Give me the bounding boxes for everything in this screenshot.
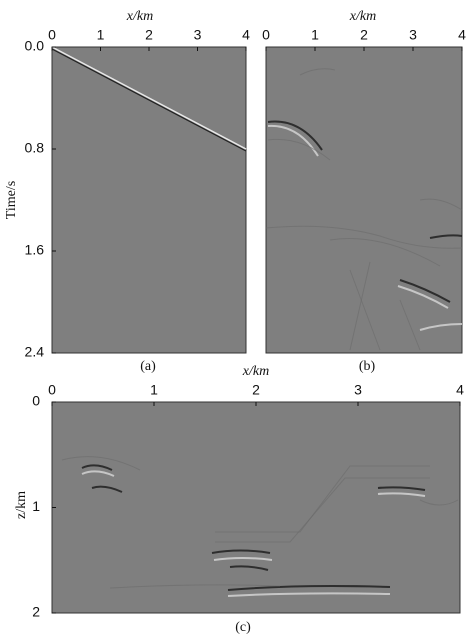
y-tick-label: 0.0 [25, 38, 45, 54]
x-tick-label: 3 [409, 27, 417, 43]
panel-label: (b) [359, 359, 376, 374]
x-tick-label: 4 [458, 27, 466, 43]
x-tick-label: 1 [150, 382, 158, 398]
x-axis-label: x/km [349, 9, 376, 24]
panel-label: (c) [235, 620, 251, 635]
y-tick-label: 2.4 [25, 344, 45, 360]
x-tick-label: 4 [456, 382, 464, 398]
panel-c-image [51, 401, 461, 614]
panel-a-image [51, 46, 247, 354]
x-tick-label: 1 [97, 27, 105, 43]
x-tick-label: 2 [360, 27, 368, 43]
x-tick-label: 1 [311, 27, 319, 43]
x-tick-label: 2 [252, 382, 260, 398]
panel-b-image [265, 46, 463, 354]
panel-label: (a) [140, 359, 156, 374]
x-axis-label: x/km [242, 364, 269, 379]
panel-c-events [61, 456, 459, 597]
y-tick-label: 0.8 [25, 140, 45, 156]
y-tick-label: 1 [32, 498, 40, 514]
y-tick-label: 0 [32, 393, 40, 409]
x-tick-label: 3 [354, 382, 362, 398]
y-tick-label: 2 [32, 604, 40, 620]
x-tick-label: 0 [262, 27, 270, 43]
y-axis-label: z/km [14, 491, 29, 519]
x-tick-label: 0 [48, 27, 56, 43]
x-tick-label: 2 [145, 27, 153, 43]
x-tick-label: 4 [242, 27, 250, 43]
panel-b-events [265, 68, 463, 351]
y-axis-label: Time/s [4, 181, 19, 219]
x-tick-label: 3 [194, 27, 202, 43]
y-tick-label: 1.6 [25, 242, 45, 258]
x-tick-label: 0 [48, 382, 56, 398]
panel-a-event [51, 46, 247, 152]
x-axis-label: x/km [126, 9, 153, 24]
